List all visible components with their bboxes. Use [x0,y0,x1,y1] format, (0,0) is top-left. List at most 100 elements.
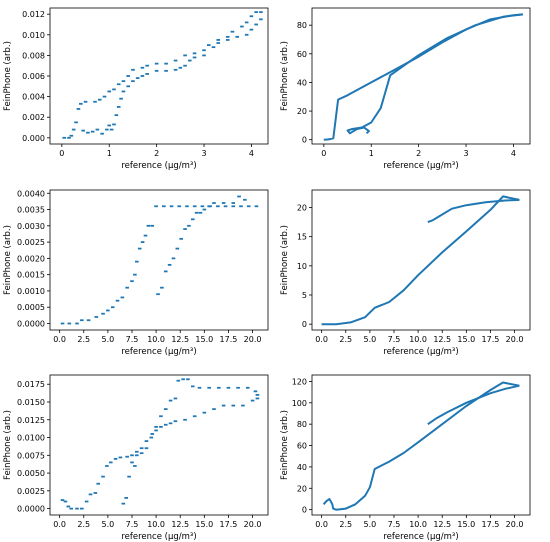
x-tick-label: 4 [249,149,254,158]
x-tick-label: 0 [321,149,326,158]
y-tick-label: 0.0025 [17,238,45,247]
data-point [171,257,176,260]
data-point [137,247,142,250]
data-point [175,247,180,250]
y-tick-label: 40 [297,78,307,87]
data-point [192,205,197,208]
data-point [107,90,112,93]
plot-frame [311,374,531,516]
data-point [149,436,154,439]
data-point [69,134,74,137]
data-point [212,202,216,204]
x-tick-label: 15.0 [457,520,475,529]
data-point [109,128,114,131]
data-point [231,202,236,204]
y-tick-label: 20 [297,107,307,116]
data-point [79,102,83,105]
data-point [198,211,203,214]
data-point [160,286,164,289]
data-point [254,205,259,208]
y-tick-label: 0.0010 [17,287,45,296]
data-point [116,106,121,108]
y-tick-label: 0.006 [22,72,45,81]
data-point [86,319,91,322]
x-tick-label: 2.5 [339,335,352,344]
data-point [183,228,187,230]
x-tick-label: 20.0 [244,335,262,344]
data-point [131,80,135,83]
y-tick-label: 0.004 [22,93,45,102]
x-tick-label: 20.0 [506,520,524,529]
data-point [154,425,158,428]
data-point [211,46,216,49]
data-point [94,316,99,318]
data-point [200,205,205,208]
data-point [108,461,113,464]
data-point [173,397,178,400]
data-point [76,108,81,110]
x-tick-label: 3 [201,149,206,158]
data-point [114,114,119,117]
plot-frame [49,374,269,516]
data-point [140,66,145,69]
data-point [101,312,105,315]
y-tick-label: 20 [297,204,307,213]
y-tick-label: 0.0000 [17,319,45,328]
data-point [84,500,89,503]
chart-panel-6: 0.0 2.5 5.0 7.5 10.0 12.5 15.0 17.5 20.0 0 20 40 60 8… [280,374,531,542]
data-point [145,73,149,75]
data-point [86,131,90,134]
data-point [168,399,173,402]
y-axis-label: FeinPhone (arb.) [3,410,13,480]
y-tick-label: 10 [297,262,307,271]
y-tick-label: 0.0020 [17,254,45,263]
data-point [125,286,129,289]
data-point [216,39,221,41]
data-point [190,385,195,388]
data-point [221,404,226,407]
data-point [135,454,139,457]
y-tick-label: 0.0125 [17,416,45,425]
y-tick-label: 40 [297,463,307,472]
plot-frame [49,189,269,331]
data-point [66,505,71,508]
data-point [146,224,151,227]
data-point [139,452,144,455]
data-point [173,68,178,71]
data-point [113,457,118,460]
chart-panel-4: 0.0 2.5 5.0 7.5 10.0 12.5 15.0 17.5 20.0 0 5 10 15 20… [280,189,531,357]
x-tick-label: 10.0 [147,520,165,529]
x-tick-label: 15.0 [457,335,475,344]
data-point [183,54,187,57]
data-point [80,319,84,322]
data-point [192,52,197,55]
y-tick-label: 0.0035 [17,206,45,215]
chart-panel-3: 0.0 2.5 5.0 7.5 10.0 12.5 15.0 17.5 20.0 0.0000 0.… [3,189,269,357]
chart-panel-5: 0.0 2.5 5.0 7.5 10.0 12.5 15.0 17.5 20.0 0.0000 0.… [3,374,269,542]
x-tick-label: 3 [463,149,468,158]
data-point [67,322,72,325]
data-point [121,502,126,505]
data-point [90,130,95,133]
data-point [183,64,187,67]
y-tick-label: 0 [302,136,307,145]
data-point [217,386,221,389]
x-tick-label: 10.0 [409,520,427,529]
data-point [120,296,125,299]
data-point [183,418,187,421]
y-tick-label: 0.0030 [17,222,45,231]
y-tick-label: 0.0175 [17,380,45,389]
data-point [226,386,231,389]
data-point [255,397,260,400]
data-point [101,475,105,478]
x-tick-label: 12.5 [171,520,189,529]
data-point [206,44,211,46]
data-point [71,128,76,131]
data-point [244,33,249,36]
data-point [243,198,247,201]
x-tick-label: 12.5 [433,335,451,344]
x-axis-label: reference (µg/m³) [383,347,458,357]
x-tick-label: 20.0 [506,335,524,344]
data-point [96,482,101,485]
